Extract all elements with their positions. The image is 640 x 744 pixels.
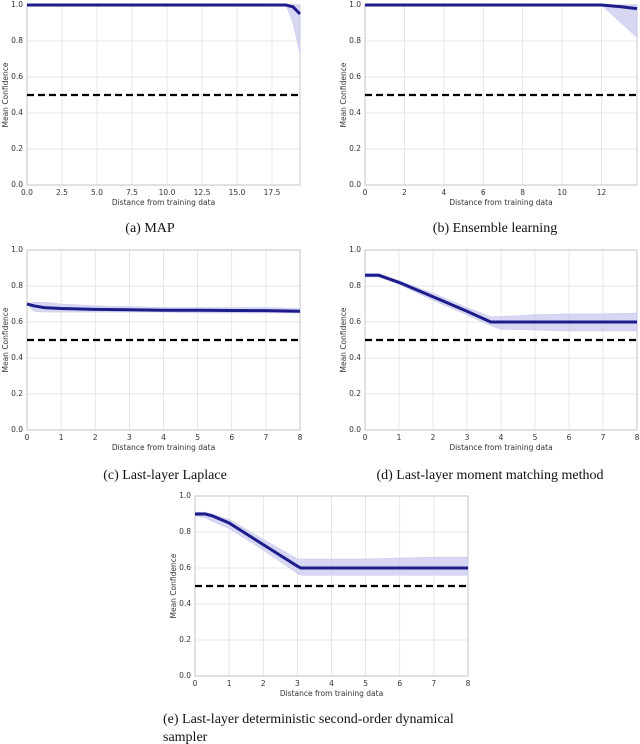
y-tick-label: 0.2 (349, 389, 361, 398)
x-axis-label: Distance from training data (112, 198, 215, 207)
x-tick-label: 0 (193, 679, 198, 688)
caption: (a) MAP (125, 221, 175, 236)
y-tick-label: 0.6 (11, 317, 23, 326)
x-tick-label: 17.5 (264, 188, 281, 197)
x-tick-label: 5 (363, 679, 368, 688)
x-tick-label: 0 (25, 433, 30, 442)
mean-line (26, 302, 301, 313)
y-tick-label: 0.8 (349, 36, 361, 45)
x-tick-label: 10 (557, 188, 567, 197)
caption: (d) Last-layer moment matching method (376, 468, 604, 483)
y-tick-label: 1.0 (349, 245, 361, 254)
x-tick-label: 6 (229, 433, 234, 442)
mean-line (365, 3, 638, 11)
y-tick-label: 0.2 (11, 389, 23, 398)
x-tick-label: 5 (533, 433, 538, 442)
y-tick-label: 0.4 (11, 108, 23, 117)
y-tick-label: 0.8 (179, 527, 191, 536)
x-tick-label: 1 (59, 433, 64, 442)
x-tick-label: 12.5 (194, 188, 211, 197)
y-tick-label: 0.6 (349, 317, 361, 326)
y-tick-label: 0.2 (349, 144, 361, 153)
x-tick-label: 0.0 (21, 188, 33, 197)
mean-line (365, 273, 637, 324)
y-tick-label: 0.0 (349, 180, 361, 189)
y-tick-label: 0.4 (349, 108, 361, 117)
x-tick-label: 2 (93, 433, 98, 442)
x-tick-label: 2 (402, 188, 407, 197)
x-tick-label: 7.5 (126, 188, 138, 197)
y-tick-label: 0.0 (11, 425, 23, 434)
y-tick-label: 0.2 (11, 144, 23, 153)
y-tick-label: 0.6 (11, 72, 23, 81)
x-tick-label: 4 (441, 188, 446, 197)
y-tick-label: 0.2 (179, 635, 191, 644)
y-tick-label: 1.0 (349, 0, 361, 9)
x-tick-label: 6 (481, 188, 486, 197)
x-tick-label: 6 (567, 433, 572, 442)
x-tick-label: 7 (431, 679, 436, 688)
y-tick-label: 0.4 (349, 353, 361, 362)
x-tick-label: 1 (397, 433, 402, 442)
x-axis-label: Distance from training data (280, 689, 383, 698)
x-tick-label: 3 (295, 679, 300, 688)
x-axis-label: Distance from training data (449, 443, 552, 452)
y-tick-label: 0.8 (11, 281, 23, 290)
y-tick-label: 0.0 (179, 671, 191, 680)
caption: (c) Last-layer Laplace (103, 468, 227, 483)
x-tick-label: 8 (298, 433, 303, 442)
y-axis-label: Mean Confidence (339, 62, 348, 127)
y-tick-label: 0.6 (179, 563, 191, 572)
x-tick-label: 6 (397, 679, 402, 688)
x-tick-label: 3 (127, 433, 132, 442)
x-tick-label: 5.0 (91, 188, 103, 197)
x-tick-label: 3 (465, 433, 470, 442)
x-tick-label: 2.5 (56, 188, 68, 197)
mean-line (27, 3, 302, 16)
x-tick-label: 4 (329, 679, 334, 688)
y-axis-label: Mean Confidence (339, 307, 348, 372)
y-tick-label: 1.0 (11, 245, 23, 254)
y-tick-label: 0.8 (349, 281, 361, 290)
x-tick-label: 0 (363, 188, 368, 197)
x-tick-label: 4 (499, 433, 504, 442)
x-tick-label: 12 (597, 188, 607, 197)
y-tick-label: 0.4 (11, 353, 23, 362)
y-tick-label: 1.0 (179, 491, 191, 500)
x-tick-label: 7 (263, 433, 268, 442)
x-tick-label: 7 (601, 433, 606, 442)
confidence-band (194, 511, 469, 576)
caption: (e) Last-layer deterministic second-orde… (163, 712, 454, 744)
x-axis-label: Distance from training data (449, 198, 552, 207)
x-tick-label: 0 (363, 433, 368, 442)
confidence-band (364, 273, 638, 332)
y-tick-label: 1.0 (11, 0, 23, 9)
y-axis-label: Mean Confidence (169, 553, 178, 618)
y-tick-label: 0.8 (11, 36, 23, 45)
x-axis-label: Distance from training data (112, 443, 215, 452)
y-axis-label: Mean Confidence (1, 307, 10, 372)
mean-line (195, 512, 468, 570)
x-tick-label: 8 (466, 679, 471, 688)
x-tick-label: 1 (227, 679, 232, 688)
y-tick-label: 0.4 (179, 599, 191, 608)
x-tick-label: 10.0 (159, 188, 176, 197)
x-tick-label: 2 (261, 679, 266, 688)
x-tick-label: 4 (161, 433, 166, 442)
x-tick-label: 8 (635, 433, 640, 442)
caption: (b) Ensemble learning (432, 221, 558, 236)
x-tick-label: 15.0 (229, 188, 246, 197)
x-tick-label: 5 (195, 433, 200, 442)
y-axis-label: Mean Confidence (1, 62, 10, 127)
y-tick-label: 0.0 (11, 180, 23, 189)
x-tick-label: 8 (520, 188, 525, 197)
x-tick-label: 2 (431, 433, 436, 442)
y-tick-label: 0.6 (349, 72, 361, 81)
y-tick-label: 0.0 (349, 425, 361, 434)
